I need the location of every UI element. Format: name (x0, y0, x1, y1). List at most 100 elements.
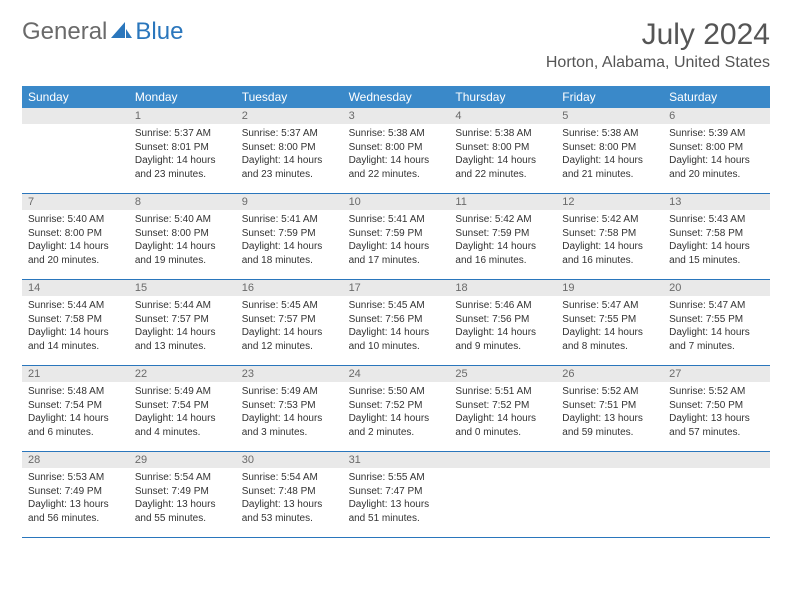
daylight-line: Daylight: 14 hours and 2 minutes. (349, 412, 444, 439)
day-details: Sunrise: 5:52 AMSunset: 7:50 PMDaylight:… (663, 382, 770, 445)
calendar-cell: . (449, 452, 556, 538)
title-block: July 2024 Horton, Alabama, United States (546, 18, 770, 72)
day-details (449, 468, 556, 477)
day-number: 26 (556, 366, 663, 382)
day-number: 24 (343, 366, 450, 382)
day-number: 18 (449, 280, 556, 296)
calendar-cell: 8Sunrise: 5:40 AMSunset: 8:00 PMDaylight… (129, 194, 236, 280)
sunrise-line: Sunrise: 5:46 AM (455, 299, 550, 313)
day-number: 31 (343, 452, 450, 468)
sunset-line: Sunset: 7:58 PM (562, 227, 657, 241)
sunset-line: Sunset: 7:52 PM (455, 399, 550, 413)
sunrise-line: Sunrise: 5:38 AM (349, 127, 444, 141)
day-number: 8 (129, 194, 236, 210)
sunrise-line: Sunrise: 5:42 AM (455, 213, 550, 227)
logo-text-blue: Blue (135, 18, 183, 46)
sunset-line: Sunset: 7:57 PM (135, 313, 230, 327)
sunset-line: Sunset: 7:48 PM (242, 485, 337, 499)
calendar: SundayMondayTuesdayWednesdayThursdayFrid… (22, 86, 770, 538)
calendar-cell: 2Sunrise: 5:37 AMSunset: 8:00 PMDaylight… (236, 108, 343, 194)
day-details: Sunrise: 5:41 AMSunset: 7:59 PMDaylight:… (343, 210, 450, 273)
sunrise-line: Sunrise: 5:38 AM (562, 127, 657, 141)
day-number: 30 (236, 452, 343, 468)
sunset-line: Sunset: 7:56 PM (455, 313, 550, 327)
day-number: 1 (129, 108, 236, 124)
day-number: 20 (663, 280, 770, 296)
calendar-cell: . (663, 452, 770, 538)
sunrise-line: Sunrise: 5:55 AM (349, 471, 444, 485)
calendar-cell: 10Sunrise: 5:41 AMSunset: 7:59 PMDayligh… (343, 194, 450, 280)
day-number: 11 (449, 194, 556, 210)
calendar-cell: 15Sunrise: 5:44 AMSunset: 7:57 PMDayligh… (129, 280, 236, 366)
day-details: Sunrise: 5:49 AMSunset: 7:54 PMDaylight:… (129, 382, 236, 445)
day-number: . (22, 108, 129, 124)
calendar-cell: 6Sunrise: 5:39 AMSunset: 8:00 PMDaylight… (663, 108, 770, 194)
calendar-cell: 18Sunrise: 5:46 AMSunset: 7:56 PMDayligh… (449, 280, 556, 366)
calendar-cell: 28Sunrise: 5:53 AMSunset: 7:49 PMDayligh… (22, 452, 129, 538)
daylight-line: Daylight: 13 hours and 53 minutes. (242, 498, 337, 525)
sunset-line: Sunset: 8:00 PM (562, 141, 657, 155)
daylight-line: Daylight: 14 hours and 20 minutes. (669, 154, 764, 181)
sunrise-line: Sunrise: 5:41 AM (349, 213, 444, 227)
month-title: July 2024 (546, 18, 770, 52)
sunrise-line: Sunrise: 5:49 AM (242, 385, 337, 399)
header: General Blue July 2024 Horton, Alabama, … (0, 0, 792, 78)
day-number: 25 (449, 366, 556, 382)
logo-text-general: General (22, 18, 107, 46)
day-number: 28 (22, 452, 129, 468)
daylight-line: Daylight: 14 hours and 13 minutes. (135, 326, 230, 353)
calendar-cell: 1Sunrise: 5:37 AMSunset: 8:01 PMDaylight… (129, 108, 236, 194)
weekday-header: Sunday (22, 86, 129, 108)
calendar-cell: 5Sunrise: 5:38 AMSunset: 8:00 PMDaylight… (556, 108, 663, 194)
daylight-line: Daylight: 13 hours and 57 minutes. (669, 412, 764, 439)
day-details: Sunrise: 5:42 AMSunset: 7:59 PMDaylight:… (449, 210, 556, 273)
sunrise-line: Sunrise: 5:50 AM (349, 385, 444, 399)
calendar-cell: 17Sunrise: 5:45 AMSunset: 7:56 PMDayligh… (343, 280, 450, 366)
daylight-line: Daylight: 14 hours and 22 minutes. (455, 154, 550, 181)
day-details (663, 468, 770, 477)
calendar-cell: 11Sunrise: 5:42 AMSunset: 7:59 PMDayligh… (449, 194, 556, 280)
logo: General Blue (22, 18, 183, 46)
sunrise-line: Sunrise: 5:52 AM (562, 385, 657, 399)
day-number: 5 (556, 108, 663, 124)
day-number: 29 (129, 452, 236, 468)
calendar-cell: 22Sunrise: 5:49 AMSunset: 7:54 PMDayligh… (129, 366, 236, 452)
calendar-header-row: SundayMondayTuesdayWednesdayThursdayFrid… (22, 86, 770, 108)
daylight-line: Daylight: 14 hours and 10 minutes. (349, 326, 444, 353)
daylight-line: Daylight: 14 hours and 17 minutes. (349, 240, 444, 267)
daylight-line: Daylight: 14 hours and 7 minutes. (669, 326, 764, 353)
day-details: Sunrise: 5:51 AMSunset: 7:52 PMDaylight:… (449, 382, 556, 445)
daylight-line: Daylight: 13 hours and 55 minutes. (135, 498, 230, 525)
day-number: 21 (22, 366, 129, 382)
sunset-line: Sunset: 7:47 PM (349, 485, 444, 499)
sunset-line: Sunset: 8:00 PM (349, 141, 444, 155)
location-text: Horton, Alabama, United States (546, 54, 770, 72)
sunset-line: Sunset: 7:59 PM (242, 227, 337, 241)
day-details: Sunrise: 5:47 AMSunset: 7:55 PMDaylight:… (663, 296, 770, 359)
daylight-line: Daylight: 14 hours and 4 minutes. (135, 412, 230, 439)
sunrise-line: Sunrise: 5:54 AM (135, 471, 230, 485)
calendar-cell: . (22, 108, 129, 194)
weekday-header: Friday (556, 86, 663, 108)
day-details: Sunrise: 5:50 AMSunset: 7:52 PMDaylight:… (343, 382, 450, 445)
day-details: Sunrise: 5:37 AMSunset: 8:00 PMDaylight:… (236, 124, 343, 187)
calendar-cell: 31Sunrise: 5:55 AMSunset: 7:47 PMDayligh… (343, 452, 450, 538)
calendar-cell: 29Sunrise: 5:54 AMSunset: 7:49 PMDayligh… (129, 452, 236, 538)
calendar-body: .1Sunrise: 5:37 AMSunset: 8:01 PMDayligh… (22, 108, 770, 538)
calendar-cell: 27Sunrise: 5:52 AMSunset: 7:50 PMDayligh… (663, 366, 770, 452)
calendar-cell: 19Sunrise: 5:47 AMSunset: 7:55 PMDayligh… (556, 280, 663, 366)
sunrise-line: Sunrise: 5:53 AM (28, 471, 123, 485)
calendar-cell: 13Sunrise: 5:43 AMSunset: 7:58 PMDayligh… (663, 194, 770, 280)
day-details: Sunrise: 5:54 AMSunset: 7:49 PMDaylight:… (129, 468, 236, 531)
day-details: Sunrise: 5:43 AMSunset: 7:58 PMDaylight:… (663, 210, 770, 273)
sunset-line: Sunset: 7:51 PM (562, 399, 657, 413)
sunset-line: Sunset: 7:50 PM (669, 399, 764, 413)
sunset-line: Sunset: 7:55 PM (562, 313, 657, 327)
day-details: Sunrise: 5:37 AMSunset: 8:01 PMDaylight:… (129, 124, 236, 187)
day-details: Sunrise: 5:42 AMSunset: 7:58 PMDaylight:… (556, 210, 663, 273)
day-number: 10 (343, 194, 450, 210)
day-number: . (449, 452, 556, 468)
calendar-cell: 12Sunrise: 5:42 AMSunset: 7:58 PMDayligh… (556, 194, 663, 280)
daylight-line: Daylight: 14 hours and 6 minutes. (28, 412, 123, 439)
sunrise-line: Sunrise: 5:51 AM (455, 385, 550, 399)
